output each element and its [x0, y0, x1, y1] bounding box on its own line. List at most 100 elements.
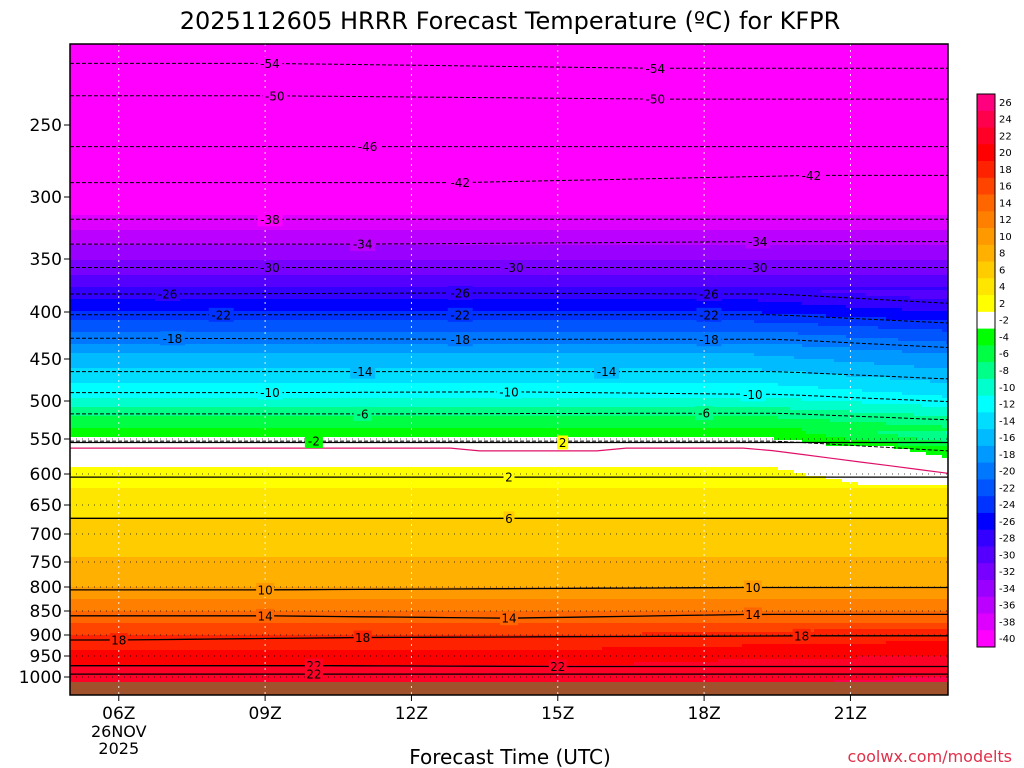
temperature-cell [430, 311, 435, 321]
temperature-cell [578, 557, 583, 588]
temperature-cell [374, 437, 379, 468]
temperature-cell [470, 245, 475, 261]
temperature-cell [490, 428, 495, 438]
temperature-cell [478, 587, 483, 600]
temperature-cell [110, 599, 115, 612]
temperature-cell [98, 650, 103, 666]
temperature-cell [178, 230, 183, 246]
temperature-cell [366, 557, 371, 588]
temperature-cell [222, 635, 227, 651]
temperature-cell [118, 611, 123, 624]
temperature-cell [398, 368, 403, 384]
temperature-cell [438, 518, 443, 558]
temperature-cell [290, 623, 295, 636]
temperature-cell [594, 437, 599, 468]
temperature-cell [534, 332, 539, 345]
temperature-cell [246, 287, 251, 300]
temperature-cell [690, 398, 695, 408]
temperature-cell [530, 311, 535, 321]
temperature-cell [366, 599, 371, 612]
temperature-cell [402, 344, 407, 354]
temperature-cell [410, 332, 415, 345]
temperature-cell [550, 488, 555, 519]
temperature-cell [210, 587, 215, 600]
temperature-cell [134, 383, 139, 399]
temperature-cell [550, 557, 555, 588]
temperature-cell [534, 230, 539, 246]
temperature-cell [334, 44, 339, 216]
temperature-cell [310, 428, 315, 438]
temperature-cell [282, 383, 287, 399]
temperature-cell [414, 287, 419, 300]
temperature-cell [494, 344, 499, 354]
temperature-cell [646, 299, 651, 312]
temperature-cell [134, 428, 139, 438]
temperature-cell [170, 650, 175, 666]
temperature-cell [698, 599, 703, 612]
temperature-cell [74, 518, 79, 558]
temperature-cell [238, 320, 243, 333]
temperature-cell [526, 428, 531, 438]
temperature-cell [394, 44, 399, 216]
temperature-cell [262, 353, 267, 369]
temperature-cell [306, 215, 311, 231]
temperature-cell [94, 407, 99, 417]
temperature-cell [694, 368, 699, 384]
temperature-cell [190, 650, 195, 666]
temperature-cell [402, 488, 407, 519]
temperature-cell [566, 332, 571, 345]
temperature-cell [122, 599, 127, 612]
temperature-cell [438, 437, 443, 468]
temperature-cell [498, 320, 503, 333]
temperature-cell [142, 398, 147, 408]
temperature-cell [330, 416, 335, 429]
temperature-cell [266, 44, 271, 216]
temperature-cell [222, 320, 227, 333]
temperature-cell [562, 518, 567, 558]
temperature-cell [646, 215, 651, 231]
temperature-cell [154, 44, 159, 216]
temperature-cell [610, 398, 615, 408]
temperature-cell [94, 599, 99, 612]
temperature-cell [70, 428, 75, 438]
temperature-cell [102, 230, 107, 246]
temperature-cell [466, 299, 471, 312]
temperature-cell [378, 332, 383, 345]
temperature-cell [530, 518, 535, 558]
temperature-cell [218, 488, 223, 519]
temperature-cell [174, 44, 179, 216]
temperature-cell [470, 428, 475, 438]
temperature-cell [290, 215, 295, 231]
temperature-cell [694, 611, 699, 624]
temperature-cell [154, 299, 159, 312]
temperature-cell [158, 650, 163, 666]
temperature-cell [298, 230, 303, 246]
temperature-cell [646, 647, 651, 663]
temperature-cell [250, 311, 255, 321]
temperature-cell [126, 353, 131, 369]
temperature-cell [154, 665, 159, 695]
temperature-cell [646, 587, 651, 600]
temperature-cell [334, 635, 339, 651]
temperature-cell [78, 557, 83, 588]
temperature-cell [650, 662, 655, 690]
temperature-cell [178, 320, 183, 333]
temperature-cell [306, 416, 311, 429]
temperature-cell [634, 275, 639, 288]
temperature-cell [534, 587, 539, 600]
temperature-cell [278, 368, 283, 384]
temperature-cell [474, 437, 479, 468]
temperature-cell [278, 44, 283, 216]
temperature-cell [190, 557, 195, 588]
temperature-cell [398, 320, 403, 333]
temperature-cell [610, 320, 615, 333]
temperature-cell [154, 650, 159, 666]
temperature-cell [290, 557, 295, 588]
temperature-cell [206, 215, 211, 231]
temperature-cell [370, 383, 375, 399]
temperature-cell [510, 368, 515, 384]
temperature-cell [410, 398, 415, 408]
temperature-cell [450, 299, 455, 312]
temperature-cell [682, 287, 687, 300]
temperature-cell [446, 623, 451, 636]
